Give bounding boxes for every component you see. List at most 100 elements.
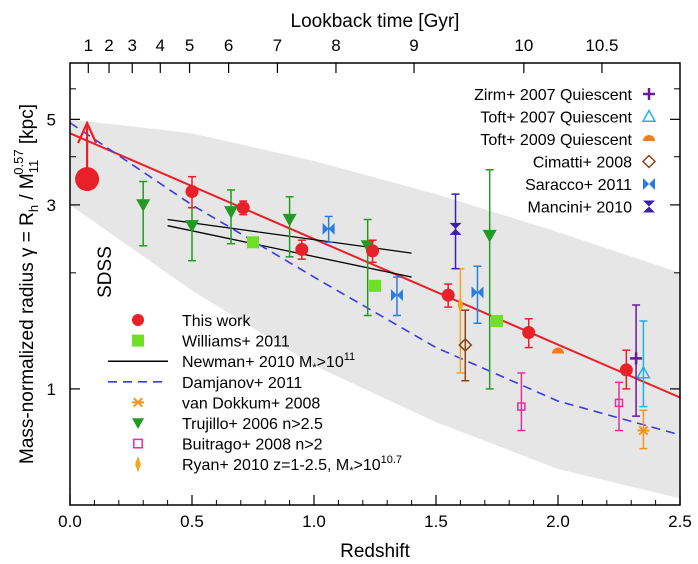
this-work-point-4 [441, 288, 455, 302]
legend-label-main: Newman+ 2010 M [182, 354, 312, 371]
legend-right-label-2: Toft+ 2009 Quiescent [480, 132, 632, 149]
legend-left-label-5: Trujillo+ 2006 n>2.5 [182, 416, 323, 433]
legend-label-mid: >10 [317, 354, 344, 371]
top-tick-label-2: 3 [127, 36, 136, 55]
trujillo-point-2 [224, 206, 239, 219]
legend-right-label-1: Toft+ 2007 Quiescent [480, 110, 632, 127]
saracco-point-2 [471, 286, 484, 299]
legend-label-mid: >10 [354, 457, 381, 474]
y-tick-label-1: 3 [47, 196, 56, 215]
sdss-point [75, 167, 100, 192]
legend-right-marker-1 [641, 108, 657, 123]
top-tick-label-6: 7 [273, 36, 282, 55]
damjanov-line [69, 122, 681, 436]
this-work-point-5 [522, 326, 536, 340]
legend-label-sub: * [349, 465, 354, 477]
saracco-point-1 [390, 289, 403, 302]
top-tick-label-5: 6 [224, 36, 233, 55]
this-work-point-0 [185, 185, 199, 199]
trujillo-point-4 [360, 240, 375, 253]
top-tick-label-10: 10.5 [585, 36, 618, 55]
saracco-point-0 [322, 222, 335, 235]
mancini-point-0 [449, 222, 462, 235]
sdss-arrow-head [77, 120, 98, 144]
williams-point-0 [247, 236, 259, 249]
legend-label-sub: * [312, 362, 317, 374]
y-axis-label-sub: 11 [26, 160, 41, 174]
legend-left-label-6: Buitrago+ 2008 n>2 [182, 437, 323, 454]
y-tick-label-0: 1 [47, 380, 56, 399]
legend-left-label-4: van Dokkum+ 2008 [182, 395, 320, 412]
legend-right-label-0: Zirm+ 2007 Quiescent [474, 87, 632, 104]
trujillo-point-0 [136, 199, 151, 212]
y-axis-label-end: [kpc] [17, 104, 38, 149]
legend-left-label-3: Damjanov+ 2011 [182, 375, 302, 392]
legend-left-label-0: This work [182, 313, 251, 330]
toft2009-point-0 [552, 347, 564, 354]
buitrago-point-1 [614, 398, 624, 408]
x-tick-label-0: 0.0 [58, 512, 82, 531]
legend-left-marker-7 [135, 455, 141, 473]
x-tick-label-1: 0.5 [180, 512, 204, 531]
data-points [75, 120, 651, 450]
legend-right: Zirm+ 2007 Quiescent Toft+ 2007 Quiescent… [474, 87, 657, 217]
y-axis-label: Mass-normalized radius γ = Rh / M110.57 … [11, 104, 41, 464]
toft2007-point-0 [636, 365, 651, 379]
y-axis-label-sup: 0.57 [11, 149, 26, 174]
fit-line [69, 132, 681, 399]
sdss-label: SDSS [95, 246, 116, 298]
legend-right-marker-0 [643, 88, 655, 100]
top-tick-label-4: 5 [185, 36, 194, 55]
ryan-point-0 [457, 296, 464, 314]
top-tick-label-3: 4 [156, 36, 165, 55]
x-axis-label: Redshift [340, 541, 410, 562]
legend-label-sup: 11 [344, 351, 355, 363]
legend-left-marker-5 [132, 418, 144, 429]
x-tick-label-5: 2.5 [668, 512, 692, 531]
legend-left-marker-0 [132, 314, 144, 326]
legend-label-sup: 10.7 [381, 454, 402, 466]
this-work-point-1 [236, 201, 250, 215]
zirm-point-0 [630, 352, 643, 365]
this-work-point-2 [295, 242, 309, 256]
top-tick-label-1: 2 [104, 36, 113, 55]
legend-right-label-4: Saracco+ 2011 [525, 177, 632, 194]
trujillo-point-5 [482, 229, 497, 243]
trujillo-point-3 [282, 213, 297, 227]
williams-point-2 [491, 314, 503, 327]
y-axis-label-main: Mass-normalized radius γ = R [17, 212, 38, 464]
top-tick-label-8: 9 [409, 36, 418, 55]
top-axis-label: Lookback time [Gyr] [291, 11, 460, 32]
legend-label-main: Ryan+ 2010 z=1-2.5, M [182, 457, 349, 474]
legend-left-label-2: Newman+ 2010 M*>1011 [182, 351, 355, 374]
x-tick-label-3: 1.5 [424, 512, 448, 531]
legend-left-marker-4 [132, 397, 144, 408]
vandokkum-point-0 [637, 425, 650, 436]
legend-right-marker-3 [641, 154, 657, 169]
legend-right-label-3: Cimatti+ 2008 [533, 155, 632, 172]
x-tick-label-4: 2.0 [546, 512, 570, 531]
williams-point-1 [369, 279, 381, 292]
legend-left-marker-6 [133, 438, 143, 449]
legend-left-label-7: Ryan+ 2010 z=1-2.5, M*>1010.7 [182, 454, 402, 477]
legend-right-marker-5 [643, 200, 655, 213]
legend-right-marker-4 [643, 178, 655, 190]
top-tick-label-9: 10 [514, 36, 533, 55]
top-tick-label-0: 1 [84, 36, 93, 55]
y-axis-label-h: h [26, 205, 41, 212]
plot-frame [69, 62, 681, 506]
y-axis-label-mid: / M [17, 173, 38, 205]
legend-right-marker-2 [643, 135, 655, 141]
legend-left-marker-1 [132, 334, 144, 347]
this-work-point-3 [366, 244, 380, 258]
legend-left-label-1: Williams+ 2011 [182, 334, 290, 351]
x-tick-label-2: 1.0 [302, 512, 326, 531]
trujillo-point-1 [185, 220, 199, 233]
legend-right-label-5: Mancini+ 2010 [527, 200, 632, 217]
scatter-band-area [70, 119, 680, 499]
y-tick-label-2: 5 [47, 110, 56, 129]
top-tick-label-7: 8 [331, 36, 340, 55]
